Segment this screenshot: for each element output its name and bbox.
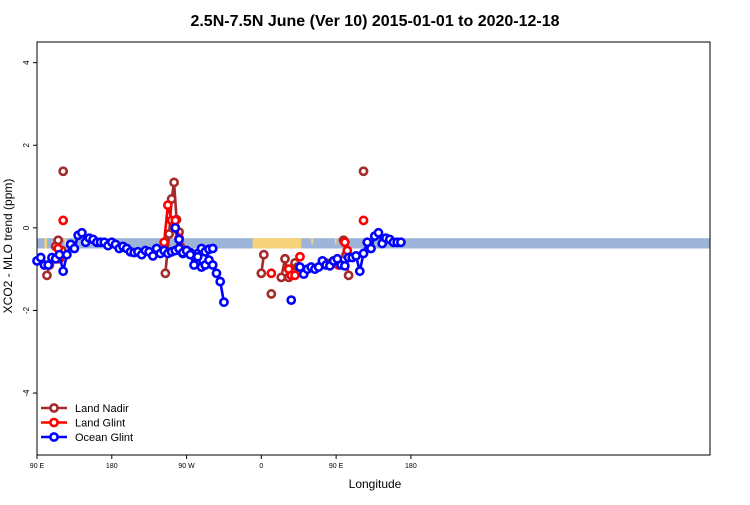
- legend-label: Land Glint: [75, 418, 125, 430]
- legend-marker: [49, 403, 59, 413]
- data-point: [280, 253, 290, 264]
- x-tick-label: 90 E: [30, 463, 45, 470]
- data-point: [295, 251, 305, 262]
- legend: Land Nadir Land Glint Ocean Glint: [41, 403, 133, 444]
- data-point: [351, 251, 361, 261]
- data-point: [343, 270, 354, 281]
- data-point: [159, 237, 170, 248]
- data-point: [266, 289, 277, 299]
- data-point: [358, 248, 369, 259]
- data-point: [164, 229, 175, 239]
- y-axis-label: XCO2 - MLO trend (ppm): [1, 179, 15, 314]
- data-point: [76, 227, 87, 238]
- legend-item: Land Glint: [41, 418, 125, 430]
- series-ocean-glint: [32, 222, 406, 308]
- data-point: [170, 222, 181, 233]
- data-point: [358, 215, 369, 226]
- data-point: [266, 268, 277, 279]
- data-point: [192, 251, 203, 262]
- data-point: [207, 243, 218, 254]
- data-point: [162, 200, 173, 211]
- y-tick-label: -2: [22, 306, 31, 314]
- data-point: [185, 249, 196, 260]
- land-band-segment: [311, 238, 314, 245]
- series-land-nadir: [42, 166, 369, 299]
- y-tick-label: 2: [22, 142, 31, 147]
- chart-title: 2.5N-7.5N June (Ver 10) 2015-01-01 to 20…: [190, 13, 559, 30]
- data-point: [62, 249, 72, 260]
- data-point: [290, 270, 300, 281]
- data-point: [339, 260, 350, 271]
- series-layer: [32, 166, 406, 308]
- data-point: [207, 260, 218, 270]
- data-point: [58, 266, 69, 277]
- land-band-segment: [44, 238, 47, 249]
- data-point: [366, 243, 376, 254]
- legend-item: Land Nadir: [41, 403, 129, 415]
- plot-frame: [36, 41, 711, 456]
- data-point: [219, 297, 229, 308]
- x-tick-label: 180: [106, 463, 118, 470]
- x-tick-label: 180: [405, 463, 417, 470]
- legend-marker: [49, 432, 59, 442]
- data-point: [58, 166, 69, 177]
- data-point: [211, 268, 222, 279]
- data-point: [148, 251, 158, 261]
- legend-item: Ocean Glint: [41, 432, 133, 444]
- data-point: [35, 252, 46, 263]
- data-point: [174, 234, 184, 245]
- legend-marker: [49, 417, 59, 428]
- y-tick-label: -4: [22, 389, 31, 397]
- data-point: [42, 270, 52, 281]
- data-point: [256, 268, 267, 279]
- data-point: [358, 166, 369, 177]
- data-point: [69, 243, 80, 254]
- land-band-segment: [64, 238, 67, 246]
- data-point: [339, 237, 350, 248]
- axis-ticks: -4 -2 0 2 4 90 E 180 90 W 0 90 E 180: [22, 60, 417, 470]
- data-point: [354, 266, 365, 277]
- data-point: [43, 260, 54, 270]
- data-point: [373, 227, 384, 238]
- x-tick-label: 90 E: [329, 463, 344, 470]
- data-point: [258, 249, 269, 260]
- data-point: [276, 272, 287, 283]
- x-tick-label: 90 W: [178, 463, 195, 470]
- data-point: [286, 295, 297, 306]
- data-point: [169, 177, 179, 188]
- data-point: [58, 215, 69, 226]
- data-point: [396, 237, 406, 248]
- land-band-segment: [252, 238, 302, 249]
- y-tick-label: 4: [22, 60, 31, 65]
- data-point: [189, 260, 199, 270]
- x-axis-label: Longitude: [349, 477, 402, 491]
- legend-label: Land Nadir: [75, 403, 129, 415]
- data-point: [160, 268, 171, 279]
- data-point: [170, 215, 181, 226]
- x-tick-label: 0: [259, 463, 263, 470]
- data-point: [54, 249, 65, 260]
- legend-label: Ocean Glint: [75, 432, 133, 444]
- data-point: [53, 235, 64, 246]
- data-point: [215, 276, 226, 287]
- y-tick-label: 0: [22, 225, 31, 230]
- land-band-segment: [334, 238, 337, 245]
